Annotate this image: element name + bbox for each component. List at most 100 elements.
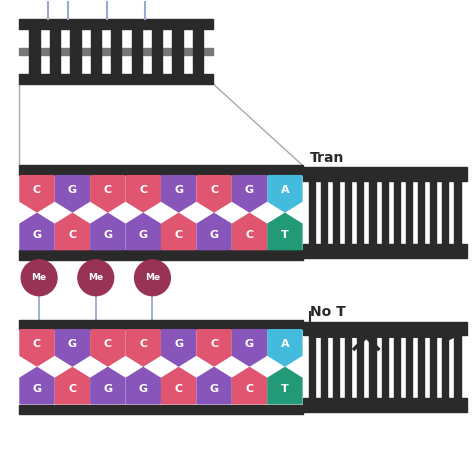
Bar — [442, 181, 448, 244]
Polygon shape — [126, 213, 160, 250]
Circle shape — [135, 260, 170, 296]
Bar — [173, 29, 182, 74]
Polygon shape — [55, 213, 90, 250]
Bar — [345, 335, 351, 399]
Text: C: C — [210, 339, 218, 349]
Bar — [19, 165, 302, 175]
Circle shape — [21, 260, 57, 296]
Polygon shape — [232, 367, 266, 404]
Text: G: G — [210, 384, 219, 394]
Bar — [394, 335, 400, 399]
Polygon shape — [55, 367, 90, 404]
Bar — [418, 335, 424, 399]
Text: C: C — [33, 339, 41, 349]
Bar — [19, 48, 213, 55]
Text: C: C — [68, 384, 76, 394]
Text: G: G — [139, 230, 148, 240]
Text: G: G — [174, 339, 183, 349]
Bar — [369, 335, 375, 399]
Polygon shape — [162, 330, 196, 366]
Bar — [70, 29, 81, 74]
Bar — [333, 335, 339, 399]
Bar — [19, 404, 302, 414]
Text: C: C — [139, 185, 147, 195]
Text: C: C — [174, 384, 182, 394]
Text: No T: No T — [310, 305, 346, 319]
Bar — [91, 29, 101, 74]
Bar — [29, 29, 40, 74]
Polygon shape — [91, 330, 125, 366]
Text: C: C — [246, 230, 254, 240]
Text: G: G — [103, 384, 112, 394]
Polygon shape — [20, 176, 54, 212]
Bar — [152, 29, 162, 74]
Text: C: C — [139, 339, 147, 349]
Text: G: G — [139, 384, 148, 394]
Bar — [302, 321, 466, 335]
Polygon shape — [232, 213, 266, 250]
Bar — [302, 167, 466, 181]
Circle shape — [78, 260, 114, 296]
Bar — [406, 181, 412, 244]
Polygon shape — [197, 176, 231, 212]
Polygon shape — [162, 367, 196, 404]
Polygon shape — [268, 330, 302, 366]
Bar — [430, 335, 436, 399]
Polygon shape — [126, 176, 160, 212]
Text: G: G — [174, 185, 183, 195]
Bar — [430, 181, 436, 244]
Polygon shape — [20, 330, 54, 366]
Bar — [321, 335, 327, 399]
Polygon shape — [197, 330, 231, 366]
Bar — [131, 29, 142, 74]
Bar — [309, 335, 315, 399]
Polygon shape — [268, 176, 302, 212]
Bar — [455, 181, 461, 244]
Bar — [357, 335, 364, 399]
Text: G: G — [68, 185, 77, 195]
Text: T: T — [281, 384, 289, 394]
Bar — [357, 181, 364, 244]
Text: C: C — [33, 185, 41, 195]
Bar — [406, 335, 412, 399]
Bar — [19, 319, 302, 329]
Text: G: G — [245, 339, 254, 349]
Bar — [50, 29, 60, 74]
Polygon shape — [20, 367, 54, 404]
Bar — [19, 250, 302, 260]
Polygon shape — [20, 213, 54, 250]
Polygon shape — [162, 213, 196, 250]
Bar — [302, 399, 466, 412]
Bar — [382, 181, 388, 244]
Text: G: G — [68, 339, 77, 349]
Bar — [111, 29, 121, 74]
Text: A: A — [281, 339, 289, 349]
Polygon shape — [232, 176, 266, 212]
Bar — [345, 181, 351, 244]
Text: Me: Me — [88, 273, 103, 282]
Polygon shape — [55, 176, 90, 212]
Bar — [442, 335, 448, 399]
Text: A: A — [281, 185, 289, 195]
Bar — [394, 181, 400, 244]
Polygon shape — [162, 176, 196, 212]
Polygon shape — [91, 213, 125, 250]
Text: C: C — [210, 185, 218, 195]
Bar — [302, 244, 466, 258]
Bar — [309, 181, 315, 244]
Text: T: T — [281, 230, 289, 240]
Bar — [333, 181, 339, 244]
Polygon shape — [126, 330, 160, 366]
Text: C: C — [174, 230, 182, 240]
Bar — [19, 19, 213, 29]
Text: G: G — [103, 230, 112, 240]
Bar — [193, 29, 203, 74]
Polygon shape — [91, 367, 125, 404]
Polygon shape — [232, 330, 266, 366]
Bar — [321, 181, 327, 244]
Polygon shape — [91, 176, 125, 212]
Polygon shape — [55, 330, 90, 366]
Text: G: G — [210, 230, 219, 240]
Text: G: G — [245, 185, 254, 195]
Text: G: G — [32, 384, 42, 394]
